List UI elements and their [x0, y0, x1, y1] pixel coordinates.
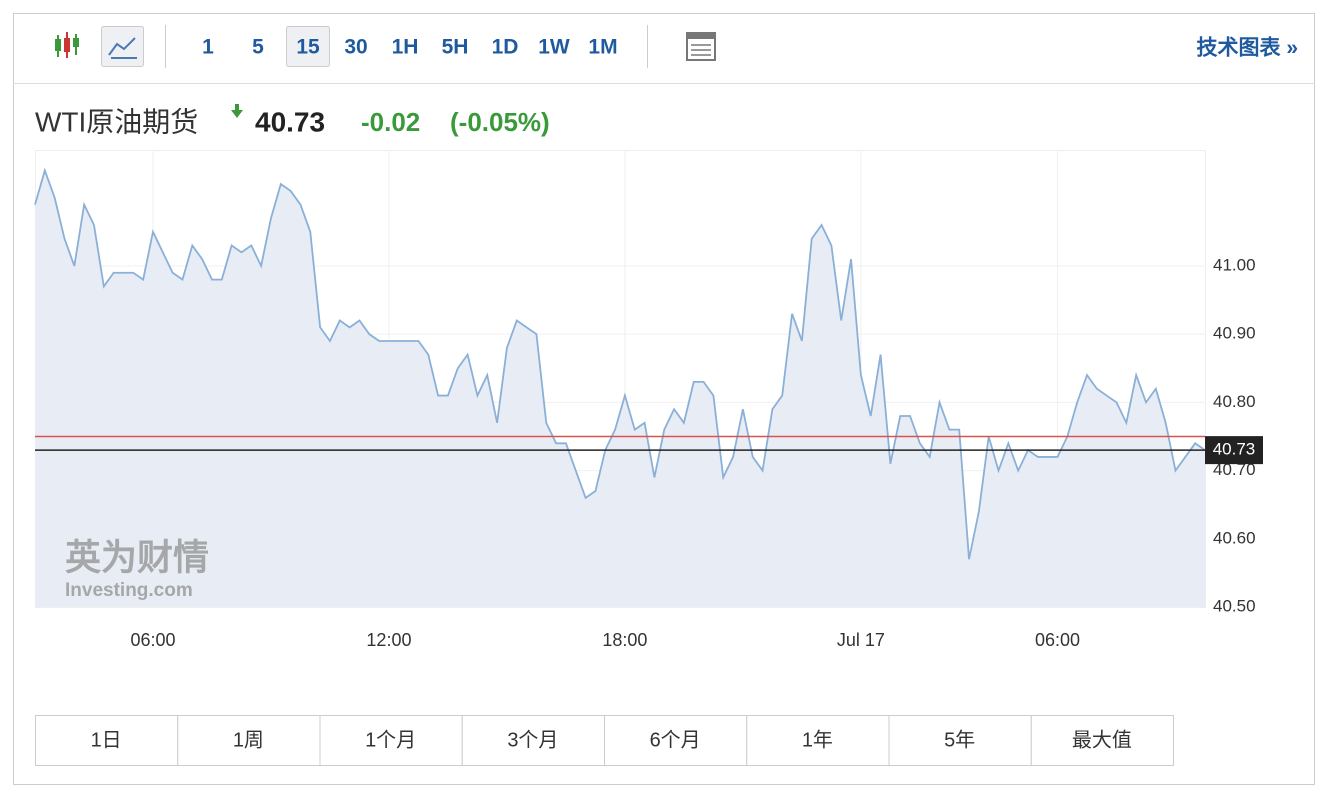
interval-button[interactable]: 1	[202, 36, 214, 59]
x-tick-label: 06:00	[1035, 630, 1080, 650]
y-tick-label: 40.70	[1213, 460, 1256, 479]
range-label[interactable]: 1日	[91, 729, 122, 751]
plot: 40.50 40.60 40.70 40.80 40.90 41.00 06:00 12:00…	[34, 150, 1263, 650]
range-button[interactable]	[35, 715, 179, 766]
x-tick-label: 06:00	[130, 630, 175, 650]
y-tick-label: 40.60	[1213, 528, 1256, 547]
down-arrow	[231, 110, 243, 118]
table-icon[interactable]	[686, 32, 716, 61]
interval-button[interactable]: 1M	[588, 36, 617, 59]
interval-button[interactable]: 1H	[392, 36, 419, 59]
range-button[interactable]	[461, 715, 605, 766]
range-label[interactable]: 1周	[233, 729, 264, 751]
range-button[interactable]	[1030, 715, 1174, 766]
y-tick-label: 40.90	[1213, 324, 1256, 343]
y-tick-label: 40.80	[1213, 392, 1256, 411]
range-button[interactable]	[604, 715, 748, 766]
watermark-en: Investing.com	[65, 580, 193, 601]
range-button[interactable]	[746, 715, 890, 766]
y-tick-label: 40.50	[1213, 596, 1256, 615]
candle-icon[interactable]	[55, 32, 79, 58]
x-tick-label: 12:00	[366, 630, 411, 650]
range-label[interactable]: 1个月	[365, 728, 416, 751]
range-label[interactable]: 3个月	[507, 728, 558, 751]
range-label[interactable]: 6个月	[650, 728, 701, 751]
interval-button[interactable]: 5H	[442, 36, 469, 59]
price-line	[34, 167, 1206, 560]
change: -0.02	[361, 107, 420, 137]
area-fill	[35, 170, 1205, 607]
price-tag	[1205, 436, 1263, 465]
range-button[interactable]	[888, 715, 1032, 766]
range-label[interactable]: 1年	[802, 728, 833, 751]
interval-button[interactable]: 1W	[538, 36, 570, 59]
y-tick-label: 41.00	[1213, 255, 1256, 274]
change-pct: (-0.05%)	[450, 107, 550, 137]
interval-button[interactable]: 15	[296, 36, 320, 59]
range-button[interactable]	[177, 715, 321, 766]
range-button[interactable]	[319, 715, 463, 766]
range-buttons: 1日 1周 1个月 3个月 6个月 1年 5年 最大值	[35, 715, 1174, 766]
interval-selected[interactable]	[286, 26, 330, 67]
line-icon-button[interactable]	[101, 26, 144, 67]
range-label[interactable]: 最大值	[1072, 728, 1132, 751]
technical-chart-link[interactable]: 技术图表 »	[1196, 37, 1298, 60]
price: 40.73	[255, 106, 325, 137]
x-tick-label: Jul 17	[837, 630, 885, 650]
interval-button[interactable]: 1D	[492, 36, 519, 59]
x-tick-label: 18:00	[602, 630, 647, 650]
watermark-cn: 英为财情	[65, 537, 209, 578]
interval-button[interactable]: 30	[344, 36, 367, 59]
down-arrow-stem	[235, 104, 239, 111]
price-tag-label: 40.73	[1213, 440, 1256, 459]
interval-button[interactable]: 5	[252, 36, 264, 59]
range-label[interactable]: 5年	[944, 728, 975, 751]
line-icon	[108, 37, 136, 56]
instrument-name: WTI原油期货	[35, 106, 198, 137]
